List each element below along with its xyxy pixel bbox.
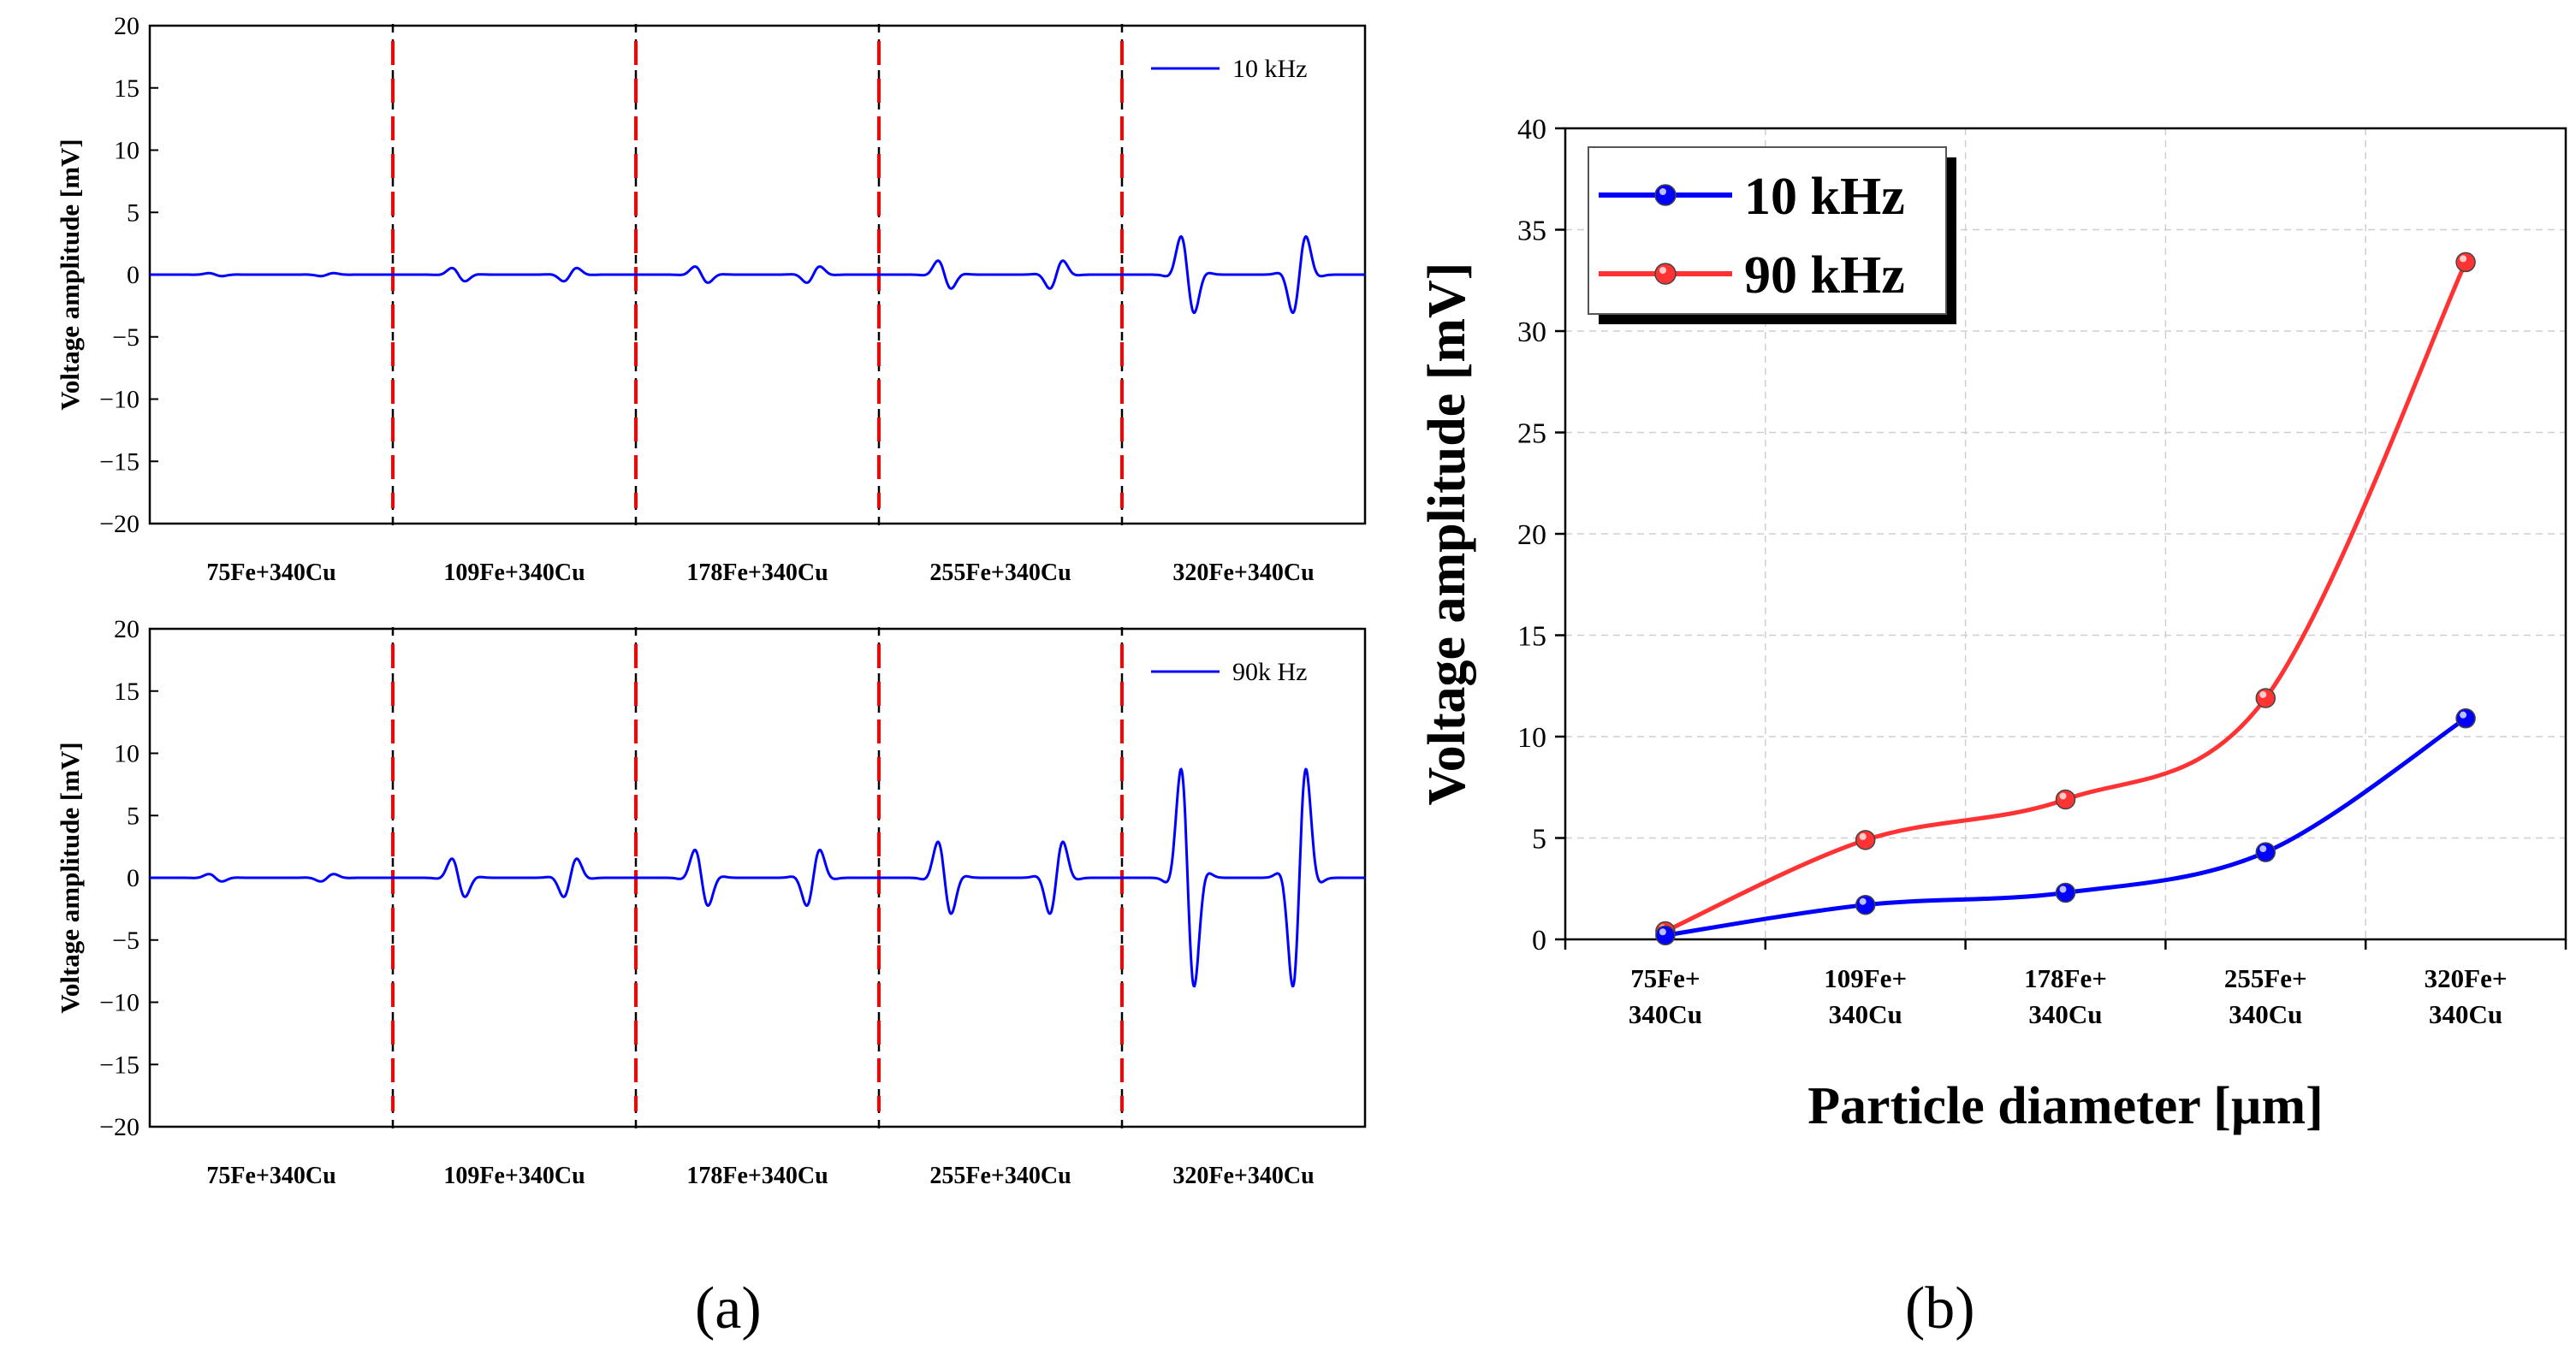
y-axis-label: Voltage amplitude [mV]: [55, 742, 85, 1013]
waveform-series-line: [150, 234, 1365, 314]
segment-label: 178Fe+340Cu: [686, 560, 828, 586]
data-point-highlight: [2059, 792, 2067, 800]
y-tick-label: 5: [1532, 824, 1546, 856]
x-tick-label: 109Fe+ 340Cu: [1824, 963, 1907, 1029]
data-point-highlight: [1659, 928, 1666, 936]
x-tick-label: 255Fe+ 340Cu: [2224, 963, 2307, 1029]
panel-label-b: (b): [1905, 1276, 1975, 1341]
x-tick-label: 178Fe+ 340Cu: [2024, 963, 2107, 1029]
y-tick-label: −10: [99, 386, 139, 414]
data-point-highlight: [2059, 885, 2067, 893]
y-tick-label: −20: [99, 1113, 139, 1141]
y-tick-label: 20: [114, 12, 139, 40]
y-tick-label: −5: [112, 323, 139, 352]
segment-label: 109Fe+340Cu: [443, 560, 585, 586]
y-tick-label: 15: [1517, 621, 1546, 653]
legend-label: 10 kHz: [1744, 168, 1905, 226]
y-tick-label: −15: [99, 1051, 139, 1079]
y-tick-label: 35: [1517, 216, 1546, 247]
data-point-highlight: [1859, 897, 1867, 905]
line-chart-panel-b: 0 5 10 15 20 25 30 35 40 75Fe+ 340Cu 109Fe+ 340Cu 178…: [1418, 114, 2567, 1135]
y-tick-label: −15: [99, 447, 139, 476]
waveform-series-line: [150, 767, 1365, 988]
y-tick-label: 10: [1517, 722, 1546, 754]
panel-label-a: (a): [695, 1276, 762, 1341]
waveform-panel-a-top: −20 −15 −10 −5 0 5 10 15 20 Voltage amplitude [mV…: [55, 12, 1367, 586]
data-point: [2455, 708, 2476, 729]
y-tick-label: 5: [127, 802, 139, 830]
data-point: [1855, 830, 1876, 850]
segment-label: 255Fe+340Cu: [929, 560, 1071, 586]
y-tick-label: 0: [1532, 925, 1546, 956]
legend-box: [1588, 146, 1947, 315]
x-tick-label: 320Fe+ 340Cu: [2425, 963, 2508, 1029]
data-point: [2455, 252, 2476, 273]
segment-label: 178Fe+340Cu: [686, 1163, 828, 1189]
y-tick-label: 0: [127, 864, 139, 892]
y-tick-label: 10: [114, 137, 139, 165]
y-tick-label: 15: [114, 678, 139, 706]
y-tick-label: 40: [1517, 114, 1546, 145]
x-tick-label: 75Fe+ 340Cu: [1629, 963, 1702, 1029]
legend-marker: [1654, 184, 1677, 206]
y-tick-label: 20: [1517, 519, 1546, 551]
y-tick-label: 10: [114, 740, 139, 768]
legend-marker-highlight: [1659, 188, 1666, 195]
legend-label: 90 kHz: [1744, 246, 1905, 305]
legend-marker: [1654, 263, 1677, 285]
y-tick-label: 25: [1517, 418, 1546, 450]
segment-label: 255Fe+340Cu: [929, 1163, 1071, 1189]
y-tick-label: −10: [99, 989, 139, 1017]
legend-marker-highlight: [1659, 267, 1666, 274]
y-tick-label: 15: [114, 74, 139, 103]
data-point: [1655, 925, 1676, 946]
segment-label: 75Fe+340Cu: [206, 560, 335, 586]
series-line-1: [1664, 261, 2468, 933]
data-point: [2255, 842, 2276, 862]
y-tick-label: −20: [99, 510, 139, 538]
legend-label: 90k Hz: [1232, 658, 1307, 686]
x-axis-label: Particle diameter [µm]: [1807, 1077, 2324, 1135]
data-point-highlight: [2259, 845, 2267, 853]
data-point: [2055, 789, 2076, 810]
y-tick-label: 0: [127, 261, 139, 289]
y-tick-label: −5: [112, 927, 139, 955]
data-point: [1855, 894, 1876, 915]
waveform-panel-a-bottom: −20 −15 −10 −5 0 5 10 15 20 Voltage amplitude [mV…: [55, 615, 1367, 1189]
y-tick-label: 30: [1517, 317, 1546, 348]
data-point-highlight: [2460, 255, 2467, 263]
data-point-highlight: [2259, 690, 2267, 698]
segment-label: 109Fe+340Cu: [443, 1163, 585, 1189]
data-point: [2055, 882, 2076, 903]
y-tick-label: 5: [127, 198, 139, 227]
y-axis-label: Voltage amplitude [mV]: [55, 139, 85, 410]
data-point-highlight: [2460, 711, 2467, 719]
y-axis-label: Voltage amplitude [mV]: [1418, 263, 1476, 806]
legend-label: 10 kHz: [1232, 55, 1307, 83]
data-point: [2255, 688, 2276, 708]
segment-label: 75Fe+340Cu: [206, 1163, 335, 1189]
y-tick-label: 20: [114, 615, 139, 643]
data-point-highlight: [1859, 832, 1867, 840]
segment-label: 320Fe+340Cu: [1172, 1163, 1314, 1189]
segment-label: 320Fe+340Cu: [1172, 560, 1314, 586]
